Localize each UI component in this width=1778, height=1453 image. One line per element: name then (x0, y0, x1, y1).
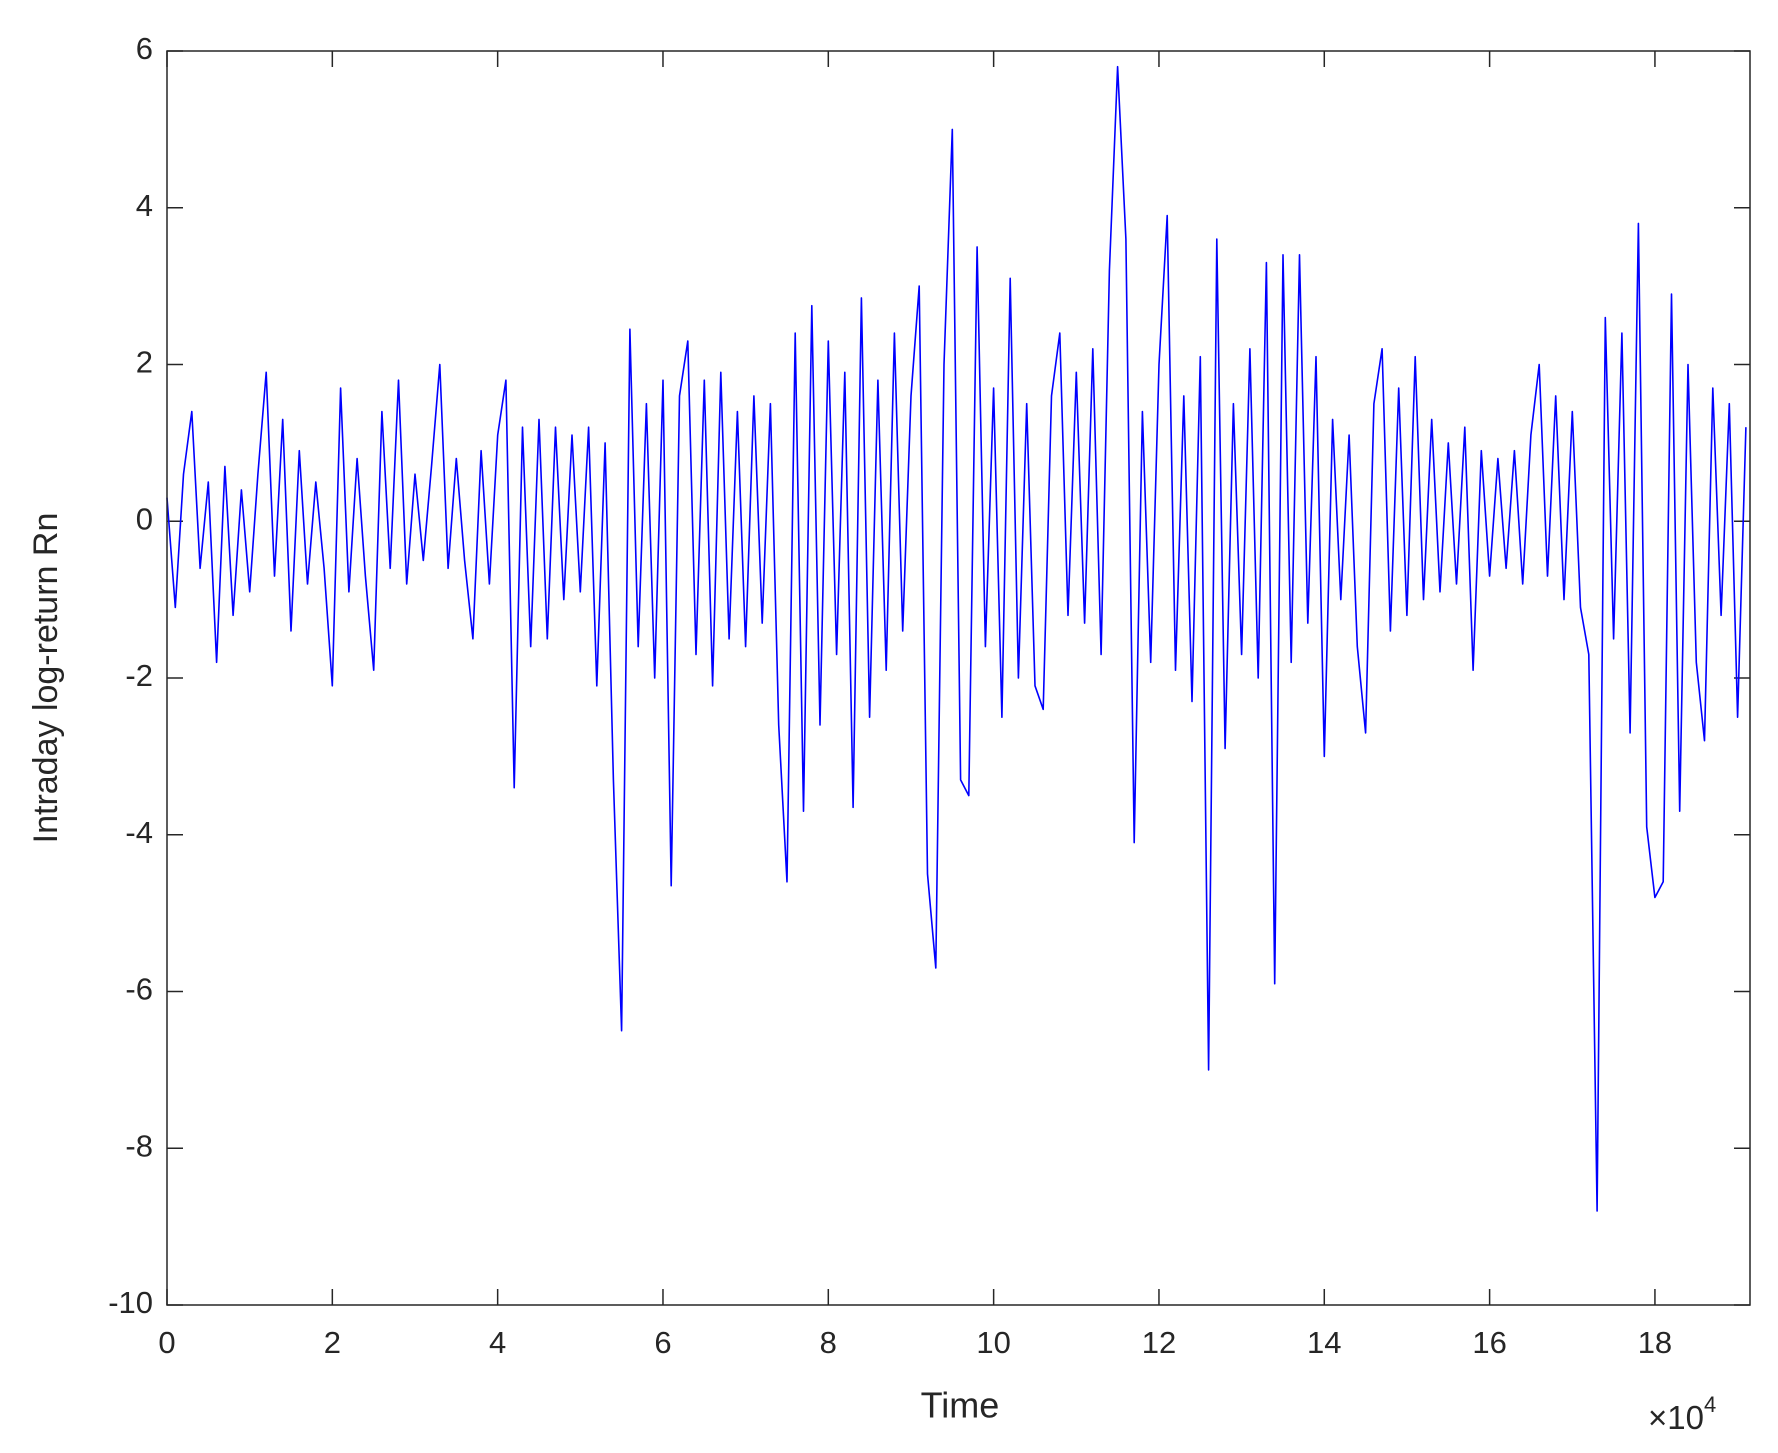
x-tick-label: 12 (1142, 1325, 1176, 1360)
axes-box (166, 50, 1751, 1306)
x-tick-label: 16 (1472, 1325, 1506, 1360)
y-tick-label: -2 (125, 658, 153, 693)
x-tick-label: 6 (654, 1325, 671, 1360)
x-multiplier: ×104 (1648, 1392, 1716, 1436)
y-axis-label: Intraday log-return Rn (27, 513, 65, 844)
y-tick-label: 0 (136, 501, 153, 536)
x-multiplier-base: ×10 (1648, 1399, 1704, 1436)
y-tick-label: -4 (125, 815, 153, 850)
x-tick-label: 10 (976, 1325, 1010, 1360)
y-tick-label: -6 (125, 972, 153, 1007)
y-tick-label: 6 (136, 31, 153, 66)
x-tick-label: 0 (158, 1325, 175, 1360)
y-tick-label: -10 (108, 1285, 153, 1320)
y-tick-label: 2 (136, 345, 153, 380)
y-tick-label: -8 (125, 1128, 153, 1163)
x-tick-label: 14 (1307, 1325, 1341, 1360)
x-tick-label: 2 (324, 1325, 341, 1360)
x-multiplier-exponent: 4 (1704, 1392, 1716, 1417)
x-tick-label: 8 (820, 1325, 837, 1360)
x-tick-label: 18 (1638, 1325, 1672, 1360)
x-axis-label: Time (921, 1385, 1000, 1426)
y-tick-label: 4 (136, 188, 153, 223)
x-tick-label: 4 (489, 1325, 506, 1360)
data-line (166, 65, 1747, 1212)
